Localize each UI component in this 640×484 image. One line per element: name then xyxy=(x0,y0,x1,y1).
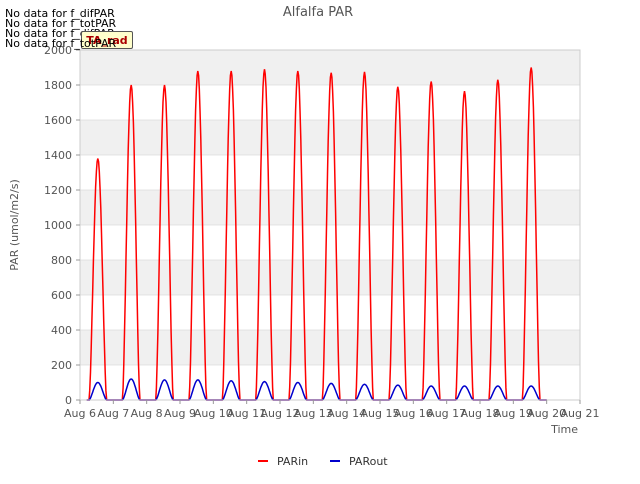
x-tick-label: Aug 14 xyxy=(327,407,366,420)
y-tick-label: 800 xyxy=(51,254,72,267)
grid-band xyxy=(80,260,580,295)
x-tick-label: Aug 18 xyxy=(461,407,500,420)
ta-rad-badge: TA_rad xyxy=(81,31,133,49)
no-data-note: No data for f_difPAR xyxy=(5,7,115,20)
x-axis-label: Time xyxy=(550,423,578,436)
no-data-note: No data for f_difPAR xyxy=(5,27,115,40)
legend: PARin PARout xyxy=(258,455,388,468)
x-tick-label: Aug 17 xyxy=(427,407,466,420)
y-tick-label: 400 xyxy=(51,324,72,337)
x-tick-label: Aug 8 xyxy=(131,407,163,420)
y-axis-label: PAR (umol/m2/s) xyxy=(8,179,21,271)
x-tick-label: Aug 15 xyxy=(361,407,400,420)
legend-label: PARin xyxy=(277,455,308,468)
no-data-note: No data for f_totPAR xyxy=(5,37,117,50)
y-tick-label: 0 xyxy=(65,394,72,407)
x-tick-label: Aug 10 xyxy=(194,407,233,420)
no-data-note: No data for f_totPAR xyxy=(5,17,117,30)
y-tick-label: 2000 xyxy=(44,44,72,57)
x-tick-label: Aug 11 xyxy=(227,407,266,420)
grid-band xyxy=(80,330,580,365)
grid-band xyxy=(80,120,580,155)
y-tick-label: 600 xyxy=(51,289,72,302)
y-tick-label: 1200 xyxy=(44,184,72,197)
y-tick-label: 200 xyxy=(51,359,72,372)
x-tick-label: Aug 21 xyxy=(561,407,600,420)
y-tick-label: 1400 xyxy=(44,149,72,162)
chart-title: Alfalfa PAR xyxy=(283,5,353,20)
x-tick-label: Aug 6 xyxy=(64,407,96,420)
x-tick-label: Aug 7 xyxy=(97,407,129,420)
x-tick-label: Aug 16 xyxy=(394,407,433,420)
y-tick-label: 1800 xyxy=(44,79,72,92)
x-tick-label: Aug 9 xyxy=(164,407,196,420)
grid-band xyxy=(80,190,580,225)
x-tick-label: Aug 20 xyxy=(527,407,566,420)
y-tick-label: 1600 xyxy=(44,114,72,127)
y-tick-label: 1000 xyxy=(44,219,72,232)
legend-label: PARout xyxy=(349,455,388,468)
axes: 0 200 400 600 800 1000 1200 1400 1600 1800 2000 Aug… xyxy=(44,44,599,420)
x-tick-label: Aug 12 xyxy=(261,407,300,420)
x-tick-label: Aug 19 xyxy=(494,407,533,420)
x-tick-label: Aug 13 xyxy=(294,407,333,420)
